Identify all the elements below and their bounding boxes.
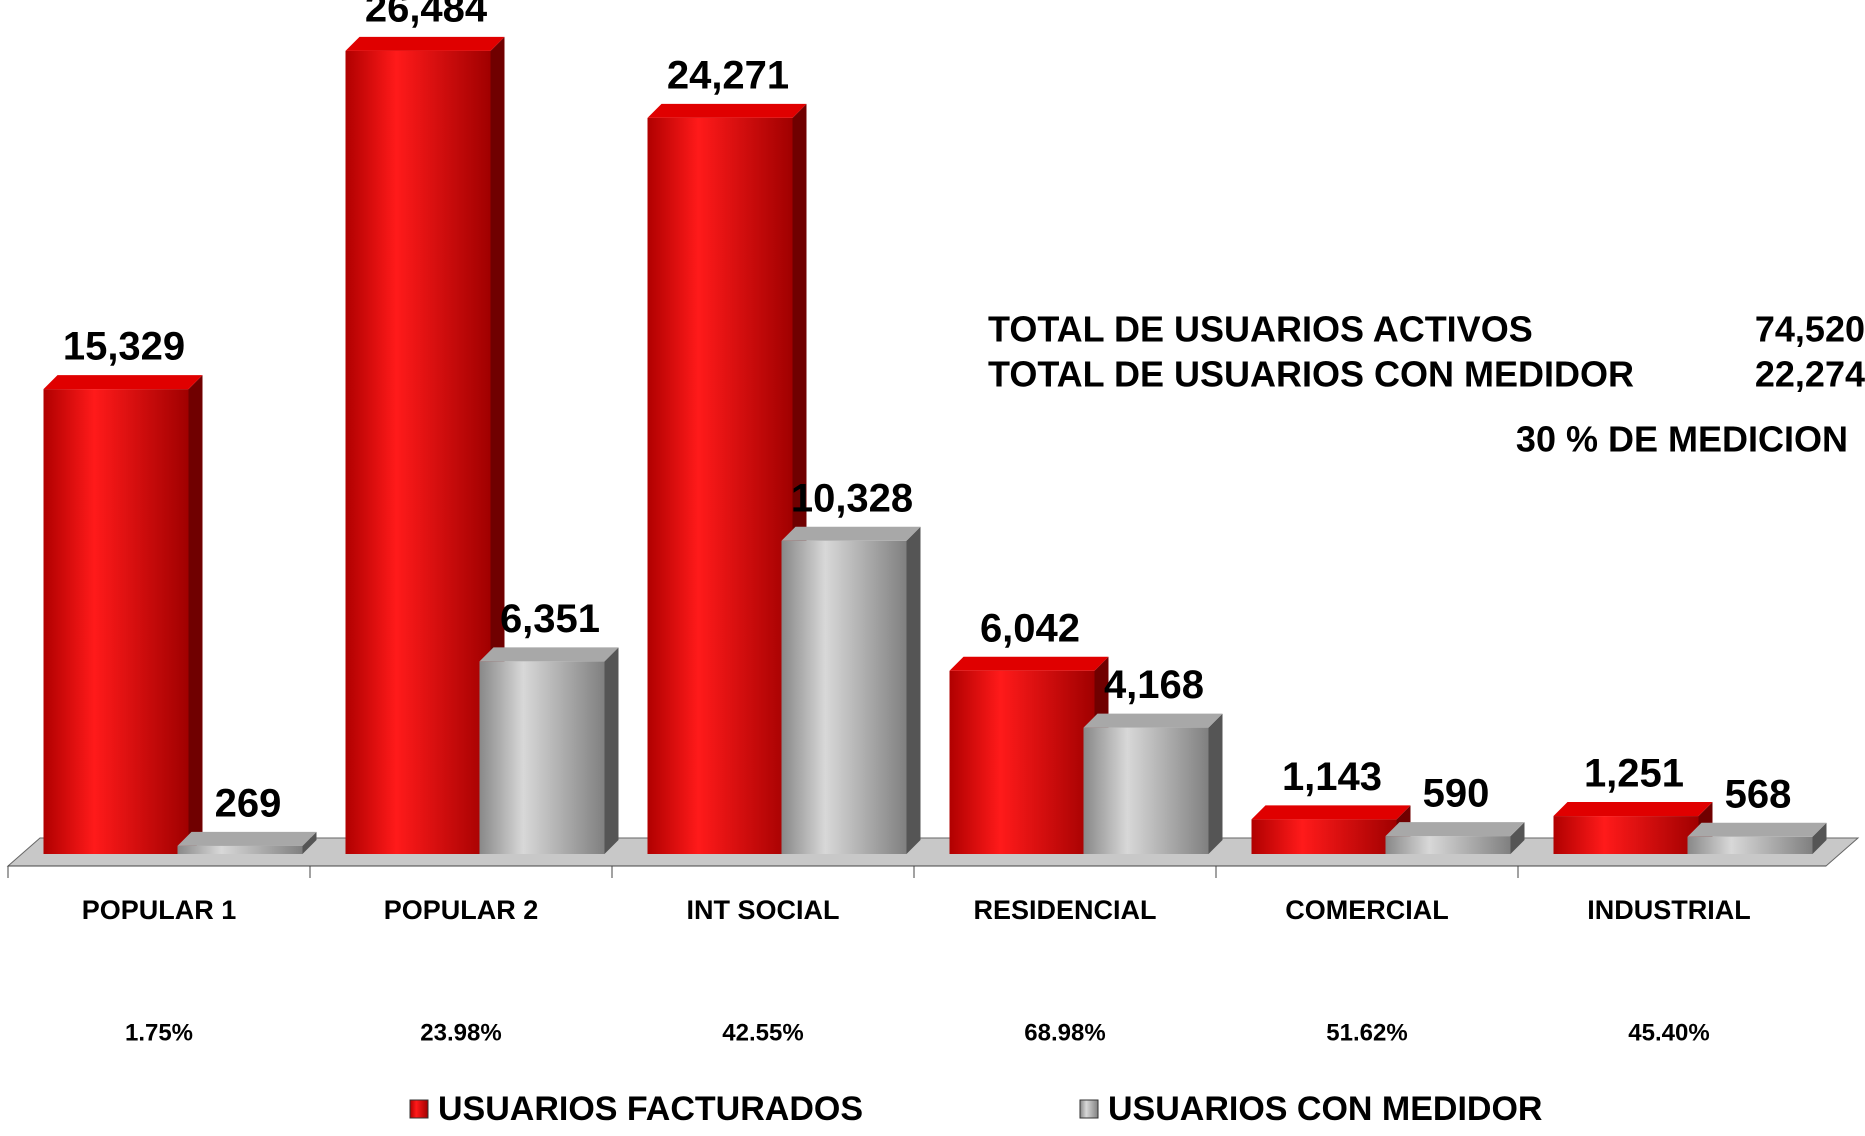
x-tick-label: POPULAR 1 — [82, 895, 237, 925]
annotation: 30 % DE MEDICION — [1516, 419, 1848, 460]
bar-side — [1812, 822, 1827, 854]
bar-top — [345, 36, 505, 51]
category-note: 45.40% — [1628, 1019, 1709, 1046]
category-note: 23.98% — [420, 1019, 501, 1046]
bar — [781, 540, 907, 854]
bar-top — [1687, 822, 1827, 837]
bar — [1553, 816, 1699, 854]
bar — [1251, 819, 1397, 854]
bar — [647, 117, 793, 855]
annotation: 22,274 — [1755, 354, 1865, 395]
bar — [1687, 836, 1813, 854]
bar — [1385, 836, 1511, 854]
value-label: 1,251 — [1584, 752, 1684, 796]
bar-top — [43, 375, 203, 390]
bar-side — [302, 831, 317, 854]
bar-top — [1385, 822, 1525, 837]
x-tick-label: INDUSTRIAL — [1587, 895, 1751, 925]
bar-side — [1510, 822, 1525, 854]
legend-label: USUARIOS FACTURADOS — [438, 1090, 863, 1128]
bar — [479, 661, 605, 854]
legend-swatch — [1079, 1099, 1099, 1119]
value-label: 15,329 — [63, 325, 185, 369]
bar — [177, 845, 303, 854]
value-label: 26,484 — [365, 0, 488, 30]
bar — [43, 389, 189, 854]
bar-side — [604, 647, 619, 854]
bar-side — [1208, 713, 1223, 854]
legend-label: USUARIOS CON MEDIDOR — [1108, 1090, 1542, 1128]
bar-top — [177, 831, 317, 846]
bar — [949, 670, 1095, 854]
value-label: 1,143 — [1282, 755, 1382, 799]
category-note: 68.98% — [1024, 1019, 1105, 1046]
value-label: 6,042 — [980, 606, 1080, 650]
value-label: 4,168 — [1104, 663, 1204, 707]
value-label: 590 — [1423, 772, 1490, 816]
x-tick-label: RESIDENCIAL — [973, 895, 1156, 925]
bar-top — [1553, 802, 1713, 817]
value-label: 269 — [215, 781, 282, 825]
bar-side — [188, 375, 203, 854]
x-tick-label: POPULAR 2 — [384, 895, 539, 925]
bar-top — [949, 656, 1109, 671]
bar — [1083, 727, 1209, 854]
category-note: 51.62% — [1326, 1019, 1407, 1046]
bar-top — [1251, 805, 1411, 820]
bar-top — [647, 103, 807, 118]
annotation: TOTAL DE USUARIOS CON MEDIDOR — [988, 354, 1634, 395]
bar — [345, 50, 491, 855]
legend-swatch — [409, 1099, 429, 1119]
bar-side — [906, 526, 921, 854]
annotation: TOTAL DE USUARIOS ACTIVOS — [988, 309, 1533, 350]
x-tick-label: INT SOCIAL — [687, 895, 840, 925]
bar-top — [781, 526, 921, 541]
value-label: 568 — [1725, 772, 1792, 816]
bar-top — [1083, 713, 1223, 728]
value-label: 24,271 — [667, 53, 789, 97]
x-tick-label: COMERCIAL — [1285, 895, 1449, 925]
value-label: 6,351 — [500, 597, 600, 641]
annotation: 74,520 — [1755, 309, 1865, 350]
category-note: 42.55% — [722, 1019, 803, 1046]
bar-top — [479, 647, 619, 662]
category-note: 1.75% — [125, 1019, 193, 1046]
value-label: 10,328 — [791, 476, 913, 520]
